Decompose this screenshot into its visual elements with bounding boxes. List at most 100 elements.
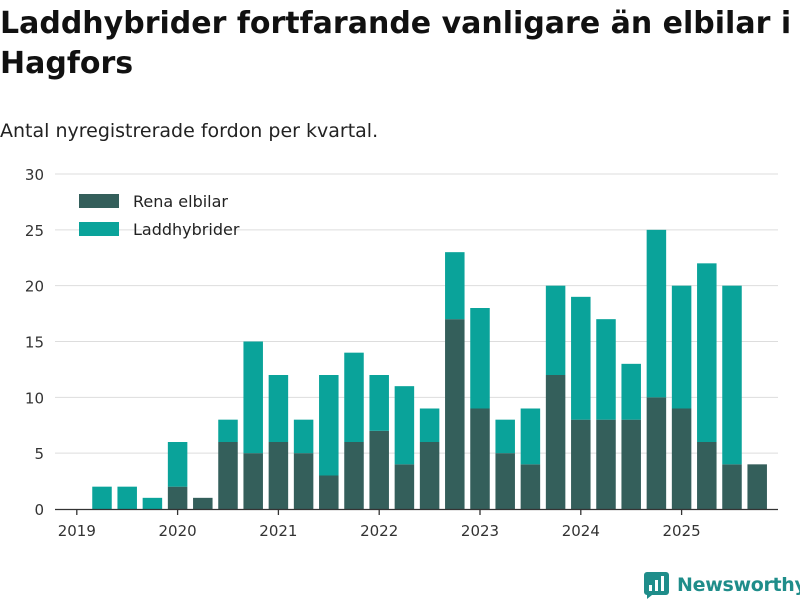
bar-rena-elbilar	[268, 442, 289, 509]
bar-group	[571, 296, 591, 509]
bar-rena-elbilar	[596, 419, 616, 509]
bar-group	[344, 352, 364, 509]
legend-swatch	[79, 194, 119, 208]
y-tick-label: 5	[34, 445, 44, 463]
bar-group	[92, 486, 112, 509]
bar-rena-elbilar	[571, 419, 591, 509]
bar-group	[520, 408, 541, 509]
bar-group	[117, 486, 137, 509]
grid-lines	[55, 173, 778, 454]
bar-group	[545, 285, 566, 509]
bar-rena-elbilar	[167, 486, 188, 509]
y-tick-label: 0	[34, 501, 44, 519]
bar-group	[445, 252, 465, 509]
bar-rena-elbilar	[243, 453, 263, 509]
y-axis-ticks: 0 5 10 15 20 25 30	[25, 166, 44, 519]
bar-group	[167, 442, 188, 509]
bar-group	[722, 285, 742, 509]
bar-group	[394, 386, 415, 509]
bar-laddhybrider	[722, 285, 742, 465]
bar-rena-elbilar	[545, 375, 566, 509]
bar-laddhybrider	[394, 386, 415, 465]
bar-rena-elbilar	[193, 497, 213, 509]
y-tick-label: 15	[25, 334, 44, 352]
bar-laddhybrider	[571, 296, 591, 420]
bar-group	[596, 319, 616, 509]
x-tick-label: 2019	[58, 522, 96, 540]
bar-laddhybrider	[268, 375, 289, 442]
bar-rena-elbilar	[470, 408, 490, 509]
bar-laddhybrider	[495, 419, 515, 454]
bar-group	[293, 419, 314, 509]
brand[interactable]: Newsworthy	[644, 570, 800, 600]
bar-group	[470, 308, 490, 509]
x-tick-label: 2023	[461, 522, 499, 540]
y-tick-label: 30	[25, 166, 44, 184]
bar-laddhybrider	[419, 408, 440, 442]
bar-rena-elbilar	[495, 453, 515, 509]
bar-group	[243, 341, 263, 509]
bar-group	[621, 363, 641, 509]
legend: Rena elbilar Laddhybrider	[79, 192, 240, 239]
bar-rena-elbilar	[293, 453, 314, 509]
bar-group	[495, 419, 515, 509]
bar-laddhybrider	[520, 408, 541, 465]
bar-rena-elbilar	[646, 397, 667, 509]
bar-laddhybrider	[167, 442, 188, 487]
x-tick-label: 2020	[159, 522, 197, 540]
chart-subtitle: Antal nyregistrerade fordon per kvartal.	[0, 120, 379, 142]
y-tick-label: 25	[25, 222, 44, 240]
bar-group	[218, 419, 238, 509]
bar-group	[646, 229, 667, 509]
y-tick-label: 10	[25, 389, 44, 407]
x-tick-label: 2024	[562, 522, 600, 540]
bar-laddhybrider	[596, 319, 616, 420]
bar-rena-elbilar	[218, 442, 238, 509]
legend-item-laddhybrider[interactable]: Laddhybrider	[79, 220, 240, 239]
bar-laddhybrider	[293, 419, 314, 454]
bar-rena-elbilar	[722, 464, 742, 509]
legend-label: Laddhybrider	[133, 220, 240, 239]
bar-laddhybrider	[445, 252, 465, 320]
bar-laddhybrider	[344, 352, 364, 442]
bar-laddhybrider	[142, 497, 163, 509]
x-tick-label: 2021	[259, 522, 297, 540]
bar-laddhybrider	[621, 363, 641, 420]
bar-laddhybrider	[646, 229, 667, 398]
bar-rena-elbilar	[747, 464, 767, 509]
bar-laddhybrider	[545, 285, 566, 375]
bar-rena-elbilar	[520, 464, 541, 509]
bar-rena-elbilar	[697, 442, 717, 509]
bar-laddhybrider	[369, 375, 389, 431]
bar-laddhybrider	[671, 285, 692, 409]
bar-laddhybrider	[243, 341, 263, 454]
x-tick-label: 2022	[360, 522, 398, 540]
bar-rena-elbilar	[344, 442, 364, 509]
legend-swatch	[79, 222, 119, 236]
bar-laddhybrider	[218, 419, 238, 442]
bar-group	[697, 263, 717, 509]
x-tick-label: 2025	[663, 522, 701, 540]
bar-rena-elbilar	[621, 419, 641, 509]
legend-item-rena-elbilar[interactable]: Rena elbilar	[79, 192, 228, 211]
bar-rena-elbilar	[369, 430, 389, 509]
bar-group	[268, 375, 289, 509]
bar-rena-elbilar	[671, 408, 692, 509]
bar-laddhybrider	[470, 308, 490, 409]
brand-name: Newsworthy	[677, 574, 800, 596]
bar-rena-elbilar	[445, 319, 465, 509]
bar-group	[369, 375, 389, 509]
bar-rena-elbilar	[394, 464, 415, 509]
bar-group	[193, 497, 213, 509]
x-axis: 2019 2020 2021 2022 2023 2024 2025	[55, 508, 778, 540]
bar-rena-elbilar	[319, 475, 339, 509]
bar-group	[671, 285, 692, 509]
bar-group	[419, 408, 440, 509]
bar-laddhybrider	[697, 263, 717, 442]
bar-group	[747, 464, 767, 509]
newsworthy-logo-icon	[644, 571, 669, 599]
bar-group	[142, 497, 163, 509]
chart-title: Laddhybrider fortfarande vanligare än el…	[0, 6, 792, 81]
y-tick-label: 20	[25, 278, 44, 296]
